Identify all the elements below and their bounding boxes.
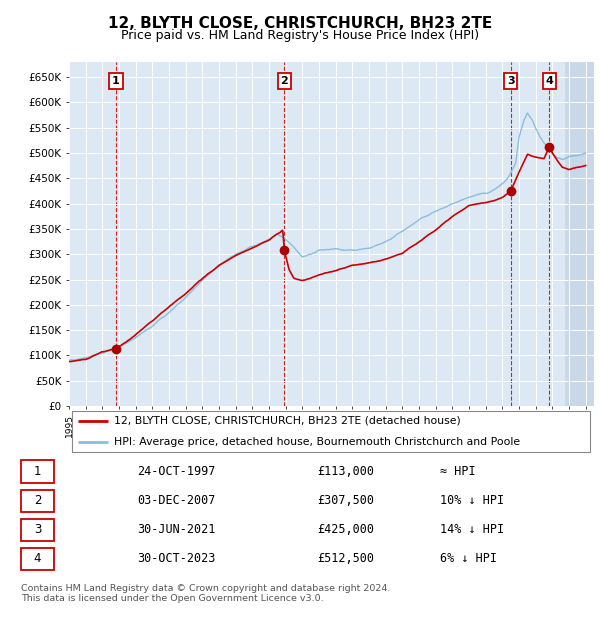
Text: 03-DEC-2007: 03-DEC-2007 [137,494,215,507]
Text: 1: 1 [112,76,120,86]
FancyBboxPatch shape [71,412,590,451]
FancyBboxPatch shape [21,461,55,482]
Text: 10% ↓ HPI: 10% ↓ HPI [440,494,504,507]
Text: 2: 2 [34,494,41,507]
Text: 3: 3 [34,523,41,536]
Text: Contains HM Land Registry data © Crown copyright and database right 2024.
This d: Contains HM Land Registry data © Crown c… [21,584,391,603]
Text: £512,500: £512,500 [317,552,374,565]
Bar [565,62,594,406]
Text: 14% ↓ HPI: 14% ↓ HPI [440,523,504,536]
Text: 4: 4 [545,76,553,86]
Text: 12, BLYTH CLOSE, CHRISTCHURCH, BH23 2TE (detached house): 12, BLYTH CLOSE, CHRISTCHURCH, BH23 2TE … [113,416,460,426]
Text: 12, BLYTH CLOSE, CHRISTCHURCH, BH23 2TE: 12, BLYTH CLOSE, CHRISTCHURCH, BH23 2TE [108,16,492,30]
Text: Price paid vs. HM Land Registry's House Price Index (HPI): Price paid vs. HM Land Registry's House … [121,29,479,42]
Text: 3: 3 [507,76,514,86]
FancyBboxPatch shape [21,548,55,570]
Text: £113,000: £113,000 [317,465,374,478]
Text: ≈ HPI: ≈ HPI [440,465,475,478]
Text: 1: 1 [34,465,41,478]
Text: £307,500: £307,500 [317,494,374,507]
Text: 30-JUN-2021: 30-JUN-2021 [137,523,215,536]
Text: HPI: Average price, detached house, Bournemouth Christchurch and Poole: HPI: Average price, detached house, Bour… [113,437,520,447]
FancyBboxPatch shape [21,519,55,541]
FancyBboxPatch shape [21,490,55,511]
Text: 4: 4 [34,552,41,565]
Text: 30-OCT-2023: 30-OCT-2023 [137,552,215,565]
Text: 6% ↓ HPI: 6% ↓ HPI [440,552,497,565]
Text: 24-OCT-1997: 24-OCT-1997 [137,465,215,478]
Text: 2: 2 [280,76,288,86]
Text: £425,000: £425,000 [317,523,374,536]
